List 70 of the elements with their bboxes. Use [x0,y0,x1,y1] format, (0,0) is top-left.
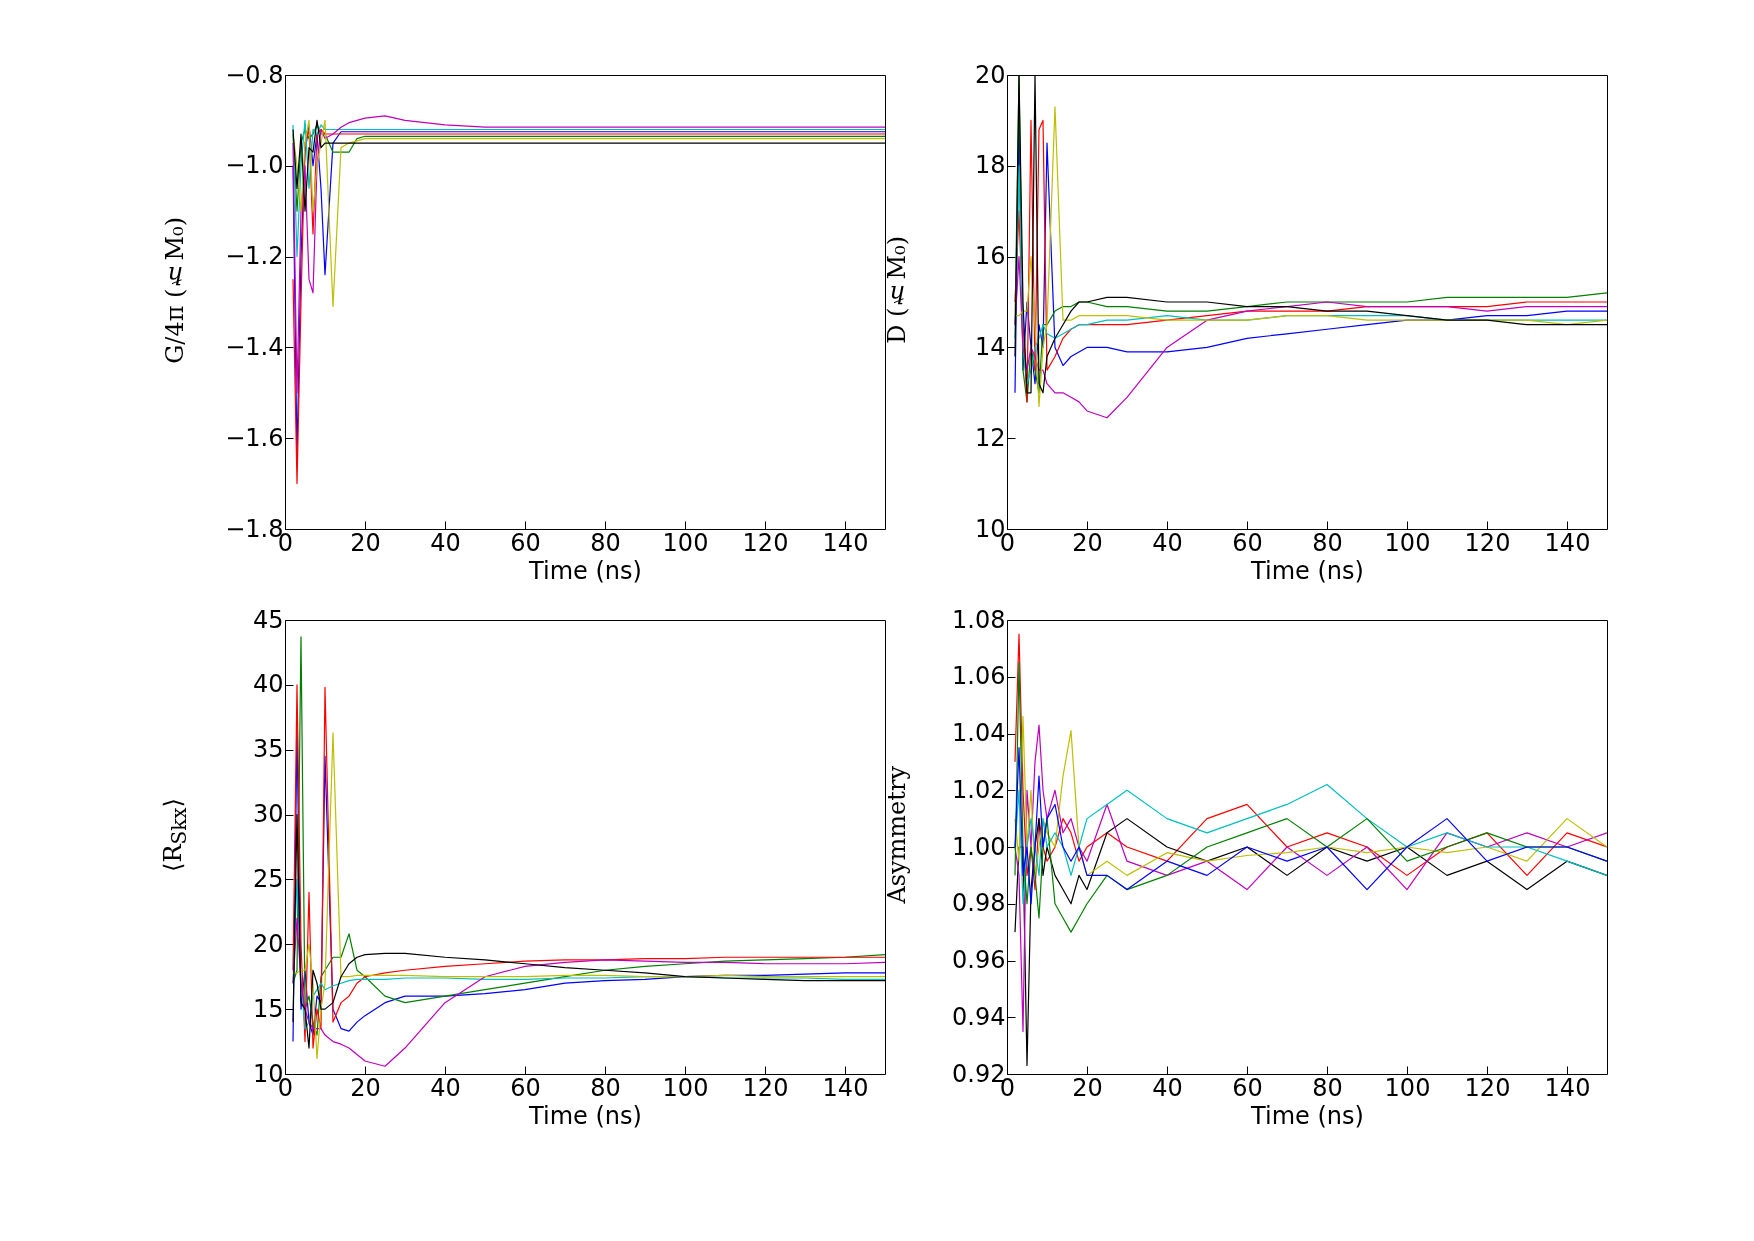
y-tick-label: 20 [252,929,284,958]
y-tick-label: 1.04 [952,719,1006,747]
x-axis-title: Time (ns) [1250,1101,1364,1130]
line-series [292,119,885,258]
x-tick-label: 60 [510,528,541,557]
x-tick-label: 40 [1152,1073,1183,1102]
y-tick-label: 40 [252,670,284,699]
line-series [1014,633,1607,891]
x-tick-label: 20 [1072,528,1103,557]
y-tick-label: −1.2 [225,242,284,271]
y-tick-label: −1.0 [225,151,284,180]
y-tick-label: 0.94 [952,1002,1006,1031]
x-tick-label: 100 [662,528,709,557]
line-series [1014,256,1607,419]
line-series [1014,724,1607,1033]
y-tick-label: 0.96 [952,946,1006,974]
x-tick-label: 20 [1072,1073,1103,1102]
y-tick-label: 1.06 [952,662,1006,691]
line-series [292,119,885,308]
x-tick-label: 80 [1312,1073,1343,1102]
x-tick-label: 60 [1232,528,1263,557]
x-tick-label: 140 [1544,1073,1591,1102]
x-tick-label: 80 [590,528,621,557]
x-tick-label: 100 [1384,528,1431,557]
x-tick-label: 60 [510,1073,541,1102]
y-tick-label: 1.08 [952,605,1006,634]
x-axis-title: Time (ns) [528,1101,642,1130]
y-tick-label: 15 [252,994,284,1023]
line-series [1014,783,1607,905]
x-tick-label: 120 [1464,528,1511,557]
y-tick-label: 25 [252,864,284,893]
x-tick-label: 140 [822,528,869,557]
y-tick-label: 16 [974,242,1006,271]
x-axis-title: Time (ns) [1250,556,1364,585]
x-tick-label: 20 [350,1073,381,1102]
x-tick-label: 120 [742,528,789,557]
x-tick-label: 100 [1384,1073,1431,1102]
y-axis-title: D (ℏM₀) [883,236,911,344]
x-axis-title: Time (ns) [528,556,642,585]
y-tick-label: 1.00 [952,832,1006,861]
x-tick-label: 100 [662,1073,709,1102]
y-tick-label: −0.8 [225,60,284,89]
x-tick-label: 40 [430,528,461,557]
y-tick-label: 45 [252,605,284,634]
y-tick-label: −1.6 [225,423,284,452]
x-tick-label: 120 [742,1073,789,1102]
line-series [1014,747,1607,905]
y-tick-label: 35 [252,735,284,764]
y-tick-label: 1.02 [952,775,1006,804]
x-tick-label: 140 [1544,528,1591,557]
x-tick-label: 60 [1232,1073,1263,1102]
x-tick-label: 40 [430,1073,461,1102]
x-tick-label: 20 [350,528,381,557]
x-tick-label: 120 [1464,1073,1511,1102]
x-tick-label: 40 [1152,528,1183,557]
y-tick-label: 14 [974,332,1006,361]
y-tick-label: −1.4 [225,332,284,361]
line-series [292,917,885,1067]
y-tick-label: 12 [974,423,1006,452]
y-tick-label: 20 [974,60,1006,89]
y-axis-title: G/4π (ℏM₀) [161,216,189,364]
y-tick-label: 18 [974,151,1006,180]
x-tick-label: 140 [822,1073,869,1102]
x-tick-label: 80 [590,1073,621,1102]
y-axis-title: Asymmetry [883,766,911,904]
x-tick-label: 80 [1312,528,1343,557]
line-series [1014,715,1607,876]
y-tick-label: 0.98 [952,889,1006,918]
y-tick-label: 30 [252,800,284,829]
line-series [292,115,885,394]
